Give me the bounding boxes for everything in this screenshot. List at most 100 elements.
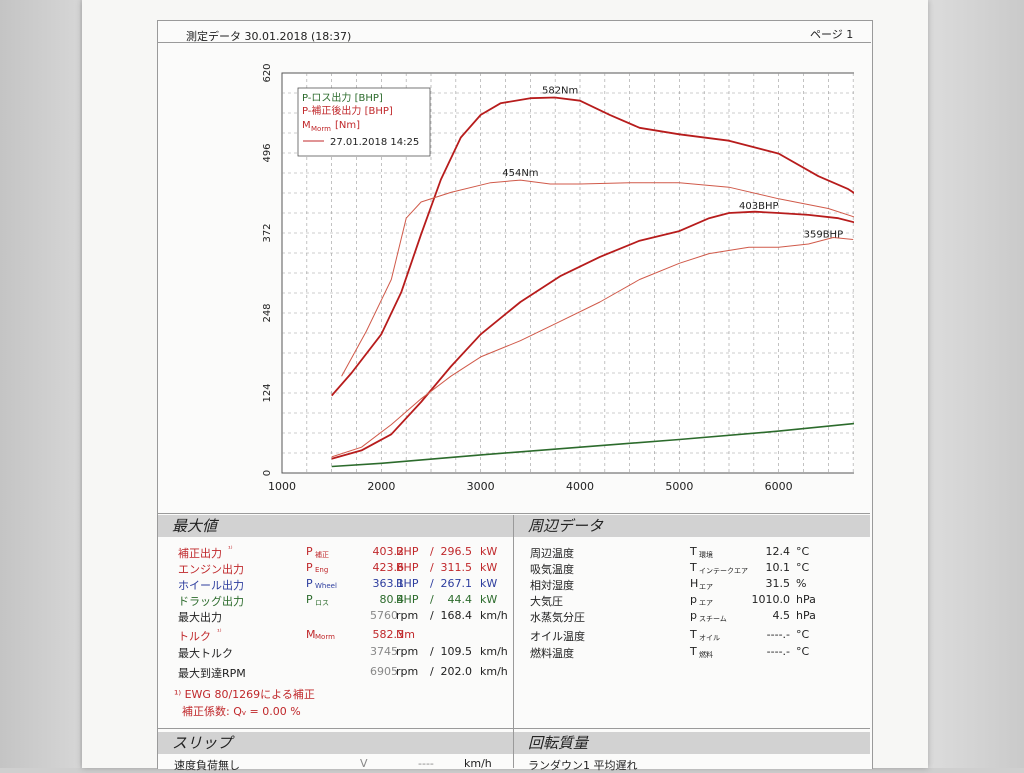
panel-divider-vertical [513, 515, 514, 768]
y-tick-label-left: 372 [262, 223, 273, 242]
legend-entry-corrected-power: P-補正後出力 [BHP] [302, 104, 393, 117]
peak-annotation: 359BHP [804, 229, 844, 240]
series-line [331, 96, 854, 397]
max-row-unit: Nm [396, 628, 415, 641]
env-row-label: 周辺温度 [530, 547, 574, 560]
max-row-value2: 311.5 [440, 561, 473, 574]
max-row-unit2: kW [480, 593, 498, 606]
env-row-unit: hPa [796, 609, 816, 622]
max-row-value: 3745 [370, 645, 398, 658]
paper-sheet: 測定データ 30.01.2018 (18:37) ページ 1 1000 2000 3… [82, 0, 928, 772]
max-row-unit: BHP [396, 545, 419, 558]
rotating-mass-row-label: ランダウン1 平均遅れ [528, 759, 638, 772]
env-row-unit: hPa [796, 593, 816, 606]
y-tick-label-left: 496 [262, 143, 273, 162]
max-section-header: 最大値 [158, 515, 514, 537]
max-row-symbol-sub: Morm [315, 633, 335, 641]
env-row-symbol: T [690, 561, 697, 574]
max-row-label: 最大トルク [178, 647, 233, 660]
env-row-label: オイル温度 [530, 630, 585, 643]
max-row-separator: / [430, 609, 434, 622]
env-section-header: 周辺データ [514, 515, 870, 537]
env-row-value: 4.5 [772, 609, 791, 622]
env-row-symbol-sub: エア [699, 599, 713, 607]
max-section-title: 最大値 [172, 517, 218, 535]
max-row-unit: BHP [396, 561, 419, 574]
max-row-unit2: km/h [480, 609, 508, 622]
dyno-chart: 1000200030004000500060007000n [rpm]00124… [262, 63, 854, 493]
slip-section-header: スリップ [158, 732, 513, 754]
env-row-label: 大気圧 [530, 595, 563, 608]
max-row-symbol-sub: ロス [315, 599, 329, 607]
max-row-label: エンジン出力 [178, 563, 244, 576]
env-row-symbol: T [690, 645, 697, 658]
correction-factor-label: 補正係数: Q [182, 705, 242, 718]
rotating-mass-header: 回転質量 [514, 732, 870, 754]
y-tick-label-left: 248 [262, 303, 273, 322]
series-line [341, 179, 854, 377]
legend-entry-torque-sub: Morm [311, 125, 331, 133]
correction-factor: 補正係数: Qv = 0.00 % [182, 703, 301, 719]
max-row-unit2: km/h [480, 645, 508, 658]
env-row-label: 吸気温度 [530, 563, 574, 576]
max-row-unit2: kW [480, 545, 498, 558]
max-row-value: 5760 [370, 609, 398, 622]
env-row-symbol-sub: 燃料 [699, 651, 713, 659]
y-tick-label-left: 620 [262, 63, 273, 82]
env-row-symbol-sub: 環境 [699, 551, 713, 559]
max-row-value2: 44.4 [447, 593, 473, 606]
env-row-label: 相対湿度 [530, 579, 574, 592]
rotating-mass-title: 回転質量 [528, 734, 589, 752]
max-row-value: 363.1 [372, 577, 405, 590]
max-row-symbol-sub: Wheel [315, 582, 337, 590]
slip-row-value: ---- [418, 757, 434, 770]
y-tick-label-left: 124 [262, 383, 273, 402]
max-row-unit: rpm [396, 645, 419, 658]
max-row-unit: rpm [396, 609, 419, 622]
panel-divider-bottom [158, 728, 870, 729]
legend-entry-loss-power: P-ロス出力 [BHP] [302, 91, 383, 104]
env-row-symbol: T [690, 545, 697, 558]
peak-annotation: 454Nm [502, 168, 538, 179]
env-row-label: 燃料温度 [530, 647, 574, 660]
legend-entry-reference-date: 27.01.2018 14:25 [330, 137, 419, 148]
max-row-label: ホイール出力 [178, 579, 244, 592]
background-left [0, 0, 80, 768]
x-tick-label: 3000 [467, 480, 495, 493]
max-row-separator: / [430, 593, 434, 606]
max-row-value: 6905 [370, 665, 398, 678]
slip-row-label: 速度負荷無し [174, 759, 240, 772]
env-row-symbol-sub: スチーム [699, 615, 727, 623]
max-row-value2: 296.5 [440, 545, 473, 558]
env-section-title: 周辺データ [528, 517, 604, 535]
x-tick-label: 5000 [665, 480, 693, 493]
y-tick-label-left: 0 [262, 470, 273, 476]
env-row-value: ----.- [766, 628, 790, 641]
correction-factor-value: = 0.00 % [249, 705, 301, 718]
peak-annotation: 403BHP [739, 201, 779, 212]
max-row-unit: rpm [396, 665, 419, 678]
max-row-unit2: kW [480, 577, 498, 590]
max-row-value: 582.3 [372, 628, 405, 641]
max-row-symbol-sub: Eng [315, 566, 329, 574]
env-row-unit: °C [796, 561, 810, 574]
legend-entry-torque-symbol: M [302, 120, 311, 131]
legend-box [297, 87, 431, 157]
max-row-symbol: P [306, 545, 313, 558]
max-row-value2: 202.0 [440, 665, 473, 678]
env-row-symbol-sub: オイル [699, 634, 720, 642]
max-row-footnote-mark: ¹⁾ [217, 628, 222, 636]
max-row-value: 403.2 [372, 545, 405, 558]
max-row-value2: 109.5 [440, 645, 473, 658]
max-row-unit2: km/h [480, 665, 508, 678]
env-row-value: 10.1 [765, 561, 791, 574]
env-row-unit: °C [796, 545, 810, 558]
env-row-symbol: H [690, 577, 699, 590]
panel-divider-top [158, 513, 870, 514]
series-line [331, 237, 854, 458]
x-tick-label: 4000 [566, 480, 594, 493]
slip-row-symbol: V [360, 757, 368, 770]
max-row-symbol: P [306, 561, 313, 574]
peak-annotation: 582Nm [542, 86, 578, 97]
max-row-separator: / [430, 645, 434, 658]
